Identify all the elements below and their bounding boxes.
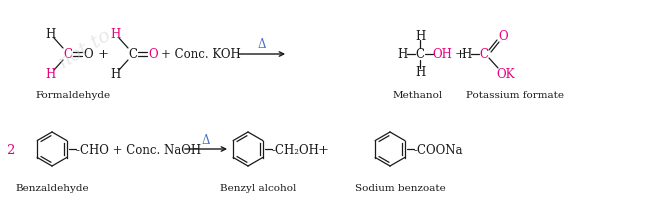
Text: OK: OK xyxy=(497,68,515,81)
Text: H: H xyxy=(110,68,120,81)
Text: C: C xyxy=(416,48,424,61)
Text: C: C xyxy=(480,48,488,61)
Text: C: C xyxy=(129,48,137,61)
Text: not to: not to xyxy=(55,26,114,72)
Text: H: H xyxy=(415,66,425,79)
Text: H: H xyxy=(415,30,425,43)
Text: -CH₂OH: -CH₂OH xyxy=(272,143,320,156)
Text: C: C xyxy=(63,48,73,61)
Text: H: H xyxy=(397,48,407,61)
Text: + Conc. KOH: + Conc. KOH xyxy=(161,48,241,61)
Text: Formaldehyde: Formaldehyde xyxy=(35,90,111,99)
Text: O: O xyxy=(83,48,93,61)
Text: +: + xyxy=(454,48,466,61)
Text: H: H xyxy=(45,28,55,41)
Text: Δ: Δ xyxy=(257,38,266,51)
Text: Sodium benzoate: Sodium benzoate xyxy=(355,184,446,193)
Text: Benzaldehyde: Benzaldehyde xyxy=(15,184,89,193)
Text: -CHO + Conc. NaOH: -CHO + Conc. NaOH xyxy=(76,143,201,156)
Text: H: H xyxy=(461,48,471,61)
Text: Methanol: Methanol xyxy=(393,90,443,99)
Text: Δ: Δ xyxy=(201,134,210,147)
Text: Potassium formate: Potassium formate xyxy=(466,90,564,99)
Text: O: O xyxy=(148,48,158,61)
Text: Benzyl alcohol: Benzyl alcohol xyxy=(220,184,296,193)
Text: O: O xyxy=(498,30,508,43)
Text: +: + xyxy=(317,143,329,156)
Text: -COONa: -COONa xyxy=(414,143,464,156)
Text: OH: OH xyxy=(432,48,452,61)
Text: 2: 2 xyxy=(6,143,14,156)
Text: +: + xyxy=(97,48,109,61)
Text: H: H xyxy=(45,68,55,81)
Text: H: H xyxy=(110,28,120,41)
